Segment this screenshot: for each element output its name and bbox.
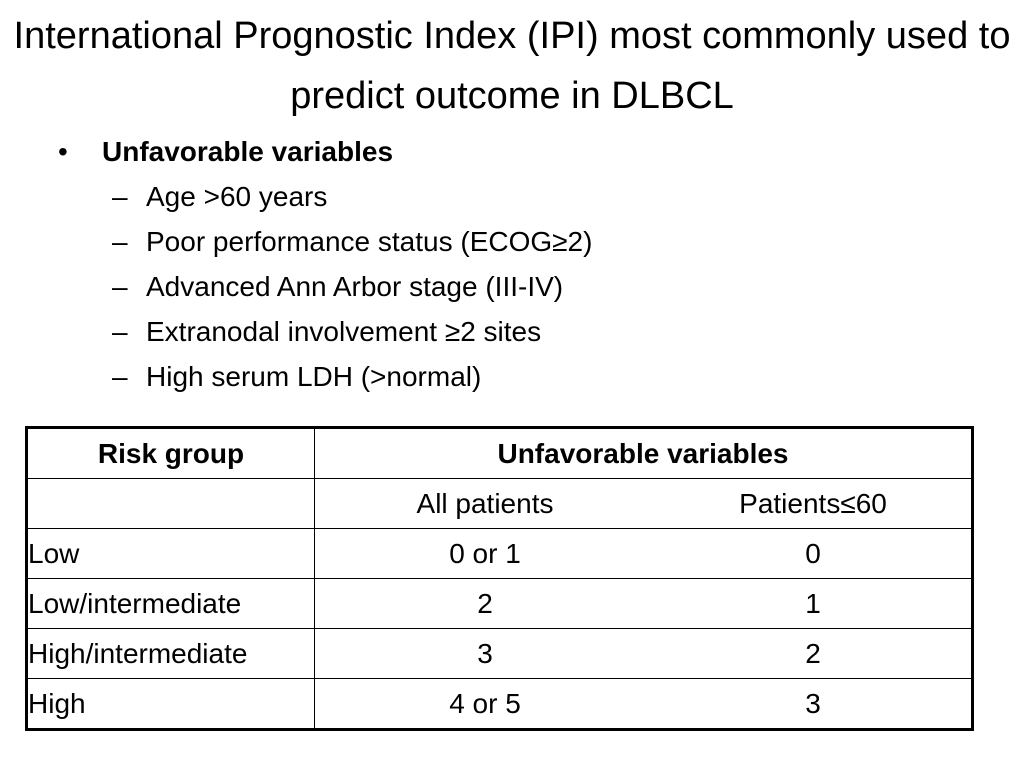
sub-bullet-performance: – Poor performance status (ECOG≥2) bbox=[58, 219, 958, 264]
table-row: High/intermediate 3 2 bbox=[26, 628, 973, 679]
header-risk-group: Risk group bbox=[26, 427, 315, 479]
variables-cell: 2 1 bbox=[314, 578, 973, 629]
patients-le60-value: 2 bbox=[805, 637, 821, 669]
subheader-patients-le60: Patients≤60 bbox=[739, 487, 887, 519]
bullet-list: • Unfavorable variables – Age >60 years … bbox=[58, 130, 958, 399]
variables-cell: 4 or 5 3 bbox=[314, 678, 973, 730]
sub-bullet-text: Poor performance status (ECOG≥2) bbox=[146, 226, 593, 257]
bullet-heading: • Unfavorable variables bbox=[58, 130, 958, 174]
sub-bullet-ldh: – High serum LDH (>normal) bbox=[58, 354, 958, 399]
dash-marker: – bbox=[112, 361, 128, 392]
slide-title: International Prognostic Index (IPI) mos… bbox=[13, 15, 1011, 117]
dash-marker: – bbox=[112, 226, 128, 257]
patients-le60-value: 0 bbox=[805, 537, 821, 569]
table-row: High 4 or 5 3 bbox=[26, 678, 973, 730]
risk-group-name: Low bbox=[26, 528, 315, 579]
all-patients-value: 0 or 1 bbox=[449, 537, 521, 569]
sub-bullet-text: Advanced Ann Arbor stage (III-IV) bbox=[146, 271, 564, 302]
all-patients-value: 4 or 5 bbox=[449, 687, 521, 719]
patients-le60-value: 1 bbox=[805, 587, 821, 619]
bullet-marker: • bbox=[58, 136, 68, 167]
risk-group-table: Risk group Unfavorable variables All pat… bbox=[25, 426, 974, 731]
patients-le60-value: 3 bbox=[805, 687, 821, 719]
sub-bullet-age: – Age >60 years bbox=[58, 174, 958, 219]
subheader-all-patients: All patients bbox=[416, 487, 554, 519]
dash-marker: – bbox=[112, 181, 128, 212]
bullet-heading-text: Unfavorable variables bbox=[102, 136, 394, 167]
all-patients-value: 3 bbox=[477, 637, 493, 669]
sub-bullet-text: High serum LDH (>normal) bbox=[146, 361, 482, 392]
table-subheader-row: All patients Patients≤60 bbox=[26, 478, 973, 529]
header-unfavorable-variables: Unfavorable variables bbox=[314, 427, 973, 479]
subheader-cell: All patients Patients≤60 bbox=[314, 478, 973, 529]
dash-marker: – bbox=[112, 316, 128, 347]
sub-bullet-text: Extranodal involvement ≥2 sites bbox=[146, 316, 542, 347]
table-row: Low/intermediate 2 1 bbox=[26, 578, 973, 629]
table-row: Low 0 or 1 0 bbox=[26, 528, 973, 579]
sub-bullet-extranodal: – Extranodal involvement ≥2 sites bbox=[58, 309, 958, 354]
dash-marker: – bbox=[112, 271, 128, 302]
sub-bullet-stage: – Advanced Ann Arbor stage (III-IV) bbox=[58, 264, 958, 309]
risk-group-name: High bbox=[26, 678, 315, 730]
variables-cell: 3 2 bbox=[314, 628, 973, 679]
sub-bullet-list: – Age >60 years – Poor performance statu… bbox=[58, 174, 958, 399]
all-patients-value: 2 bbox=[477, 587, 493, 619]
sub-bullet-text: Age >60 years bbox=[146, 181, 328, 212]
subheader-empty-cell bbox=[26, 478, 315, 529]
variables-cell: 0 or 1 0 bbox=[314, 528, 973, 579]
table-header-row: Risk group Unfavorable variables bbox=[26, 427, 973, 479]
risk-group-name: High/intermediate bbox=[26, 628, 315, 679]
risk-group-name: Low/intermediate bbox=[26, 578, 315, 629]
